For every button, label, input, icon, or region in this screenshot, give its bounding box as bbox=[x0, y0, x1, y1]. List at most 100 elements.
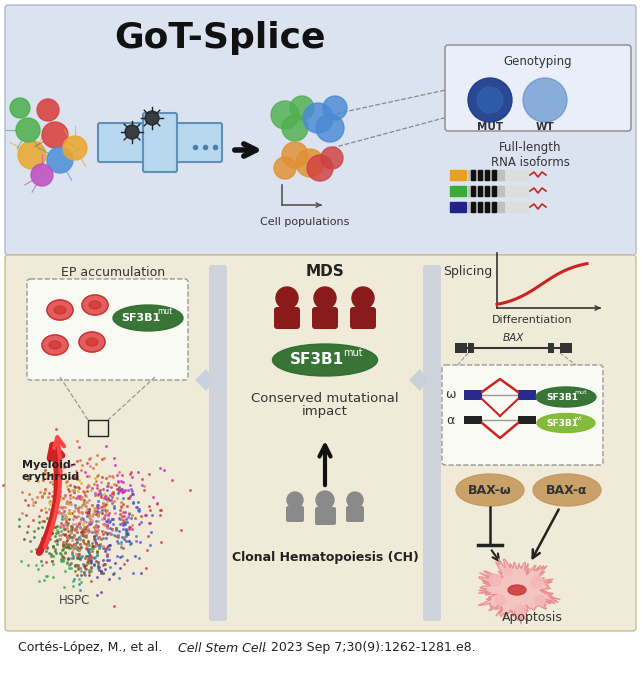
Point bbox=[74, 517, 84, 528]
Point bbox=[80, 466, 90, 477]
Point bbox=[105, 522, 115, 533]
Point bbox=[64, 560, 74, 571]
Point bbox=[112, 493, 122, 504]
Point bbox=[93, 502, 103, 513]
Point bbox=[63, 508, 73, 518]
Point bbox=[67, 534, 77, 545]
Point bbox=[50, 488, 60, 499]
Point bbox=[114, 526, 124, 537]
Point bbox=[74, 475, 84, 486]
Point bbox=[106, 529, 116, 539]
Point bbox=[60, 536, 71, 547]
Point bbox=[28, 514, 38, 525]
Point bbox=[110, 479, 121, 490]
Point bbox=[51, 491, 62, 502]
Point bbox=[76, 577, 86, 587]
Point bbox=[78, 527, 88, 537]
Point bbox=[113, 488, 123, 499]
Point bbox=[53, 506, 63, 517]
Point bbox=[44, 530, 54, 541]
Point bbox=[58, 556, 69, 566]
Circle shape bbox=[323, 96, 347, 120]
Point bbox=[69, 485, 79, 496]
Point bbox=[74, 545, 84, 556]
Bar bbox=[506, 202, 528, 212]
Bar bbox=[464, 416, 482, 424]
Point bbox=[101, 520, 112, 531]
Point bbox=[75, 543, 85, 554]
Point bbox=[102, 527, 112, 538]
Point bbox=[83, 503, 94, 514]
Point bbox=[154, 510, 165, 521]
Point bbox=[50, 521, 60, 532]
Point bbox=[64, 539, 74, 550]
Point bbox=[156, 537, 166, 548]
Point bbox=[137, 480, 147, 491]
Point bbox=[71, 537, 81, 548]
Point bbox=[92, 550, 103, 561]
Point bbox=[62, 481, 72, 491]
Point bbox=[81, 529, 92, 540]
Point bbox=[75, 562, 85, 573]
Point bbox=[84, 564, 94, 575]
Point bbox=[99, 491, 110, 502]
Point bbox=[67, 547, 77, 558]
Point bbox=[62, 534, 72, 545]
Point bbox=[86, 485, 96, 496]
Point bbox=[56, 554, 66, 564]
Point bbox=[78, 519, 88, 530]
Circle shape bbox=[282, 142, 308, 168]
Point bbox=[88, 533, 99, 544]
Point bbox=[50, 535, 60, 546]
Point bbox=[62, 498, 72, 508]
Point bbox=[94, 500, 104, 510]
Circle shape bbox=[495, 595, 505, 605]
Point bbox=[46, 550, 56, 561]
Point bbox=[100, 546, 110, 556]
Point bbox=[80, 521, 90, 532]
Point bbox=[60, 509, 70, 520]
Point bbox=[93, 489, 103, 500]
Point bbox=[60, 529, 71, 539]
Point bbox=[110, 557, 121, 568]
Point bbox=[62, 556, 72, 567]
Point bbox=[55, 491, 65, 502]
Point bbox=[47, 541, 58, 552]
Point bbox=[48, 542, 58, 553]
Point bbox=[54, 508, 65, 518]
Point bbox=[83, 494, 94, 505]
Text: Splicing: Splicing bbox=[443, 266, 492, 279]
Bar bbox=[518, 390, 536, 400]
Point bbox=[74, 502, 85, 512]
Point bbox=[95, 540, 105, 551]
Point bbox=[93, 531, 103, 542]
Point bbox=[99, 519, 110, 530]
Point bbox=[69, 481, 79, 492]
Point bbox=[37, 515, 47, 526]
Point bbox=[38, 515, 49, 526]
Point bbox=[84, 546, 94, 557]
Point bbox=[63, 533, 73, 544]
Point bbox=[116, 542, 126, 553]
Point bbox=[125, 479, 135, 490]
Point bbox=[92, 527, 102, 538]
Point bbox=[72, 559, 82, 570]
Point bbox=[103, 541, 113, 552]
Circle shape bbox=[63, 136, 87, 160]
Point bbox=[76, 527, 87, 537]
Point bbox=[47, 541, 58, 552]
FancyBboxPatch shape bbox=[274, 307, 300, 329]
Point bbox=[115, 508, 125, 519]
Point bbox=[115, 504, 125, 515]
Point bbox=[120, 517, 130, 528]
Point bbox=[53, 527, 63, 537]
Point bbox=[85, 513, 96, 524]
Point bbox=[84, 454, 94, 464]
Point bbox=[90, 488, 100, 499]
Point bbox=[101, 491, 112, 502]
Point bbox=[50, 543, 60, 554]
Point bbox=[70, 543, 80, 554]
Bar bbox=[485, 170, 489, 180]
Point bbox=[117, 487, 127, 498]
Point bbox=[82, 544, 92, 554]
